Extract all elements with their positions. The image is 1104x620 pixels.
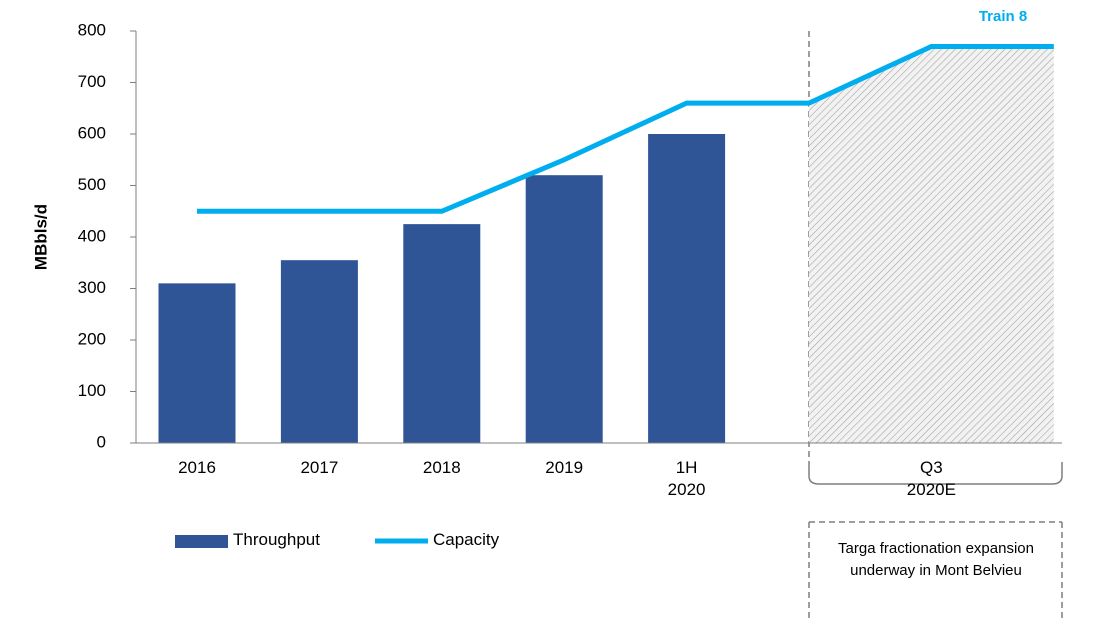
y-tick-label: 0 xyxy=(97,432,106,451)
bar xyxy=(648,134,726,443)
x-tick-label: 2018 xyxy=(422,458,461,477)
bar xyxy=(403,224,481,443)
note-box xyxy=(808,521,1063,620)
x-tick-label: 2016 xyxy=(178,458,216,477)
y-tick-label: 300 xyxy=(78,278,106,297)
annotation: Train 8 xyxy=(979,8,1027,25)
legend-label: Throughput xyxy=(233,530,320,549)
y-tick-label: 600 xyxy=(78,123,106,142)
legend-label: Capacity xyxy=(433,530,500,549)
y-tick-label: 700 xyxy=(78,72,106,91)
y-tick-label: 800 xyxy=(78,20,106,39)
x-tick-label: Q3 2020E xyxy=(906,458,956,499)
x-tick-label: 2019 xyxy=(545,458,584,477)
y-tick-label: 100 xyxy=(78,381,106,400)
hatched-area xyxy=(809,46,1054,443)
y-axis-label: MBbls/d xyxy=(31,204,50,270)
y-tick-label: 400 xyxy=(78,226,106,245)
legend-swatch xyxy=(175,535,228,548)
bar xyxy=(525,175,603,443)
x-tick-label: 1H 2020 xyxy=(667,458,706,499)
y-tick-label: 200 xyxy=(78,329,106,348)
bar xyxy=(280,260,358,443)
x-tick-label: 2017 xyxy=(300,458,339,477)
note-text: Targa fractionation expansion underway i… xyxy=(838,540,1034,579)
capacity-line xyxy=(197,43,1054,214)
bar xyxy=(158,283,236,443)
bracket xyxy=(808,462,1063,485)
y-tick-label: 500 xyxy=(78,175,106,194)
